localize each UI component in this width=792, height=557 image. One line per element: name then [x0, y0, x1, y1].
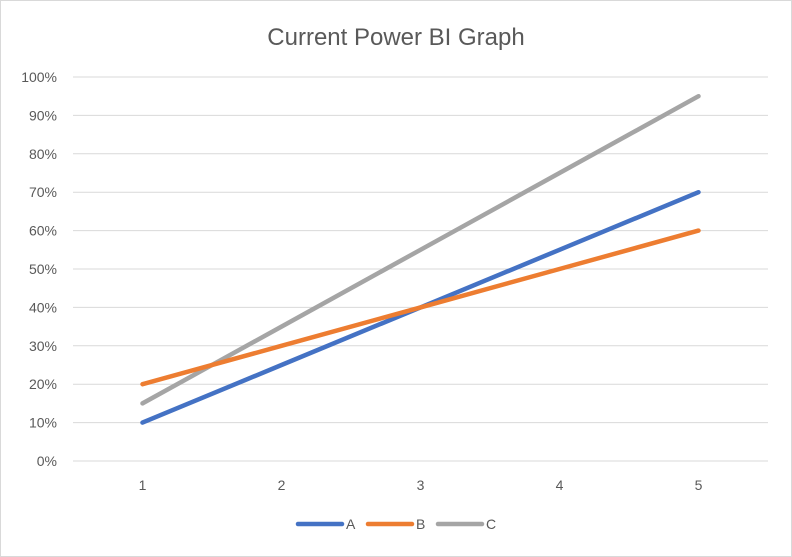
x-tick-label: 1 [139, 477, 147, 493]
chart-title: Current Power BI Graph [267, 24, 524, 51]
gridlines [73, 76, 768, 462]
y-tick-label: 50% [29, 261, 57, 277]
x-tick-label: 5 [695, 477, 703, 493]
legend-label-c: C [486, 516, 496, 532]
x-tick-label: 2 [278, 477, 286, 493]
y-tick-label: 30% [29, 338, 57, 354]
y-tick-label: 70% [29, 184, 57, 200]
series-line-c [140, 93, 701, 406]
y-tick-label: 40% [29, 299, 57, 315]
y-tick-label: 80% [29, 146, 57, 162]
series-lines [140, 93, 701, 425]
y-tick-label: 100% [21, 69, 57, 85]
legend-label-b: B [416, 516, 425, 532]
x-axis-tick-labels: 1 2 3 4 5 [139, 477, 703, 493]
legend-label-a: A [346, 516, 356, 532]
y-tick-label: 0% [37, 453, 57, 469]
series-line-b [140, 228, 701, 387]
y-tick-label: 60% [29, 223, 57, 239]
y-axis-tick-labels: 0% 10% 20% 30% 40% 50% 60% 70% 80% 90% 100% [21, 69, 57, 469]
y-tick-label: 90% [29, 107, 57, 123]
legend: A B C [295, 516, 496, 532]
y-tick-label: 20% [29, 376, 57, 392]
x-tick-label: 3 [417, 477, 425, 493]
x-tick-label: 4 [556, 477, 564, 493]
y-tick-label: 10% [29, 415, 57, 431]
